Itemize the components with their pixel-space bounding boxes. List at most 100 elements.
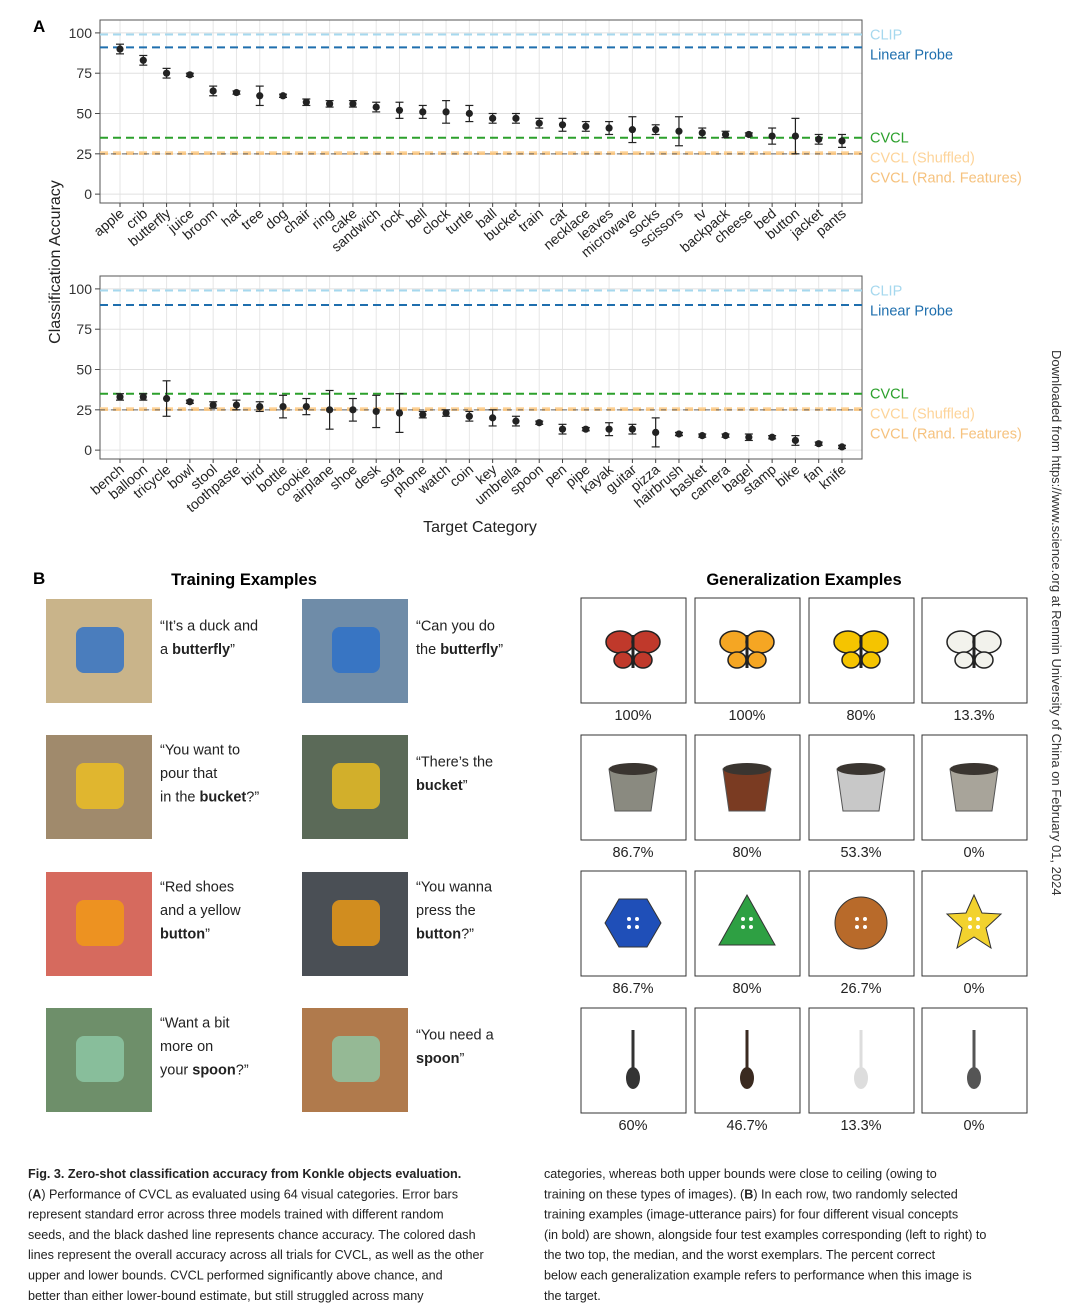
icon [722,768,772,812]
icon [633,651,653,669]
icon [741,917,745,921]
point [675,430,683,438]
text-segment: butterfly [440,642,498,658]
text-segment: represent standard error across three mo… [28,1208,444,1222]
text-segment: a [160,642,172,658]
point [605,124,613,132]
quote-line: bucket” [416,778,468,794]
text-segment: “You wanna [416,880,493,896]
point [512,114,520,122]
caption-line: the two top, the median, and the worst e… [544,1248,936,1262]
reference-label: CLIP [870,28,902,44]
quote-line: “You need a [416,1027,495,1043]
reference-label: CVCL (Shuffled) [870,407,975,423]
quote-line: “Want a bit [160,1016,230,1032]
icon [605,630,635,654]
text-segment: ) Performance of CVCL as evaluated using… [41,1187,458,1201]
percent-correct: 60% [618,1118,647,1134]
text-segment: training examples (image-utterance pairs… [544,1208,958,1222]
point [419,108,427,116]
plot-frame [99,19,863,204]
icon [604,898,662,948]
icon [833,630,863,654]
point [209,87,217,95]
icon [954,651,974,669]
point [302,402,310,411]
icon [608,768,658,812]
caption-line: Fig. 3. Zero-shot classification accurac… [28,1167,461,1181]
text-segment: spoon [416,1051,460,1067]
text-segment: “You want to [160,743,240,759]
point [302,98,310,106]
point [791,132,800,140]
training-photo-detail [76,763,124,809]
y-axis-label: Classification Accuracy [47,180,64,344]
percent-correct: 13.3% [840,1118,881,1134]
icon [741,925,745,929]
point [349,406,357,414]
percent-correct: 80% [732,845,761,861]
text-segment: B [744,1187,753,1201]
icon [631,630,661,654]
x-tick-label: turtle [442,205,476,237]
text-segment: more on [160,1039,213,1055]
generalization-title: Generalization Examples [706,571,901,589]
text-segment: “It’s a duck and [160,618,258,634]
text-segment: (in bold) are shown, alongside four test… [544,1228,986,1242]
point [209,401,217,409]
percent-correct: 86.7% [612,981,653,997]
point [395,106,404,114]
x-tick-label: bike [772,461,802,490]
text-segment: “There’s the [416,754,493,770]
text-segment: ) In each row, two randomly selected [753,1187,957,1201]
icon [727,651,747,669]
icon [740,1067,754,1089]
panel-label: B [33,569,45,588]
percent-correct: 80% [732,981,761,997]
caption-line: represent standard error across three mo… [28,1208,444,1222]
point [489,114,497,122]
point [815,135,823,143]
icon [747,651,767,669]
quote-line: “Red shoes [160,880,234,896]
point [582,122,590,131]
icon [855,917,859,921]
quote-line: more on [160,1039,213,1055]
icon [749,917,753,921]
icon [854,1067,868,1089]
y-tick-label: 75 [76,321,92,337]
point [162,69,171,77]
training-photo-detail [76,627,124,673]
panel-label: A [33,17,45,36]
icon [749,925,753,929]
training-photo-detail [332,627,380,673]
icon [863,917,867,921]
point [186,398,194,406]
text-segment: below each generalization example refers… [544,1269,972,1283]
download-note: Downloaded from https://www.science.org … [1049,350,1064,896]
icon [972,630,1002,654]
point [232,88,241,97]
caption-line: better than either lower-bound estimate,… [28,1289,424,1303]
x-tick-label: apple [90,205,127,239]
point [256,92,264,100]
reference-label: CVCL (Rand. Features) [870,171,1022,187]
reference-label: Linear Probe [870,48,953,64]
icon [950,763,998,775]
icon [635,917,639,921]
quote-line: “You wanna [416,880,493,896]
icon [745,630,775,654]
text-segment: button [160,927,205,943]
plot-area [100,20,862,203]
text-segment: “Red shoes [160,880,234,896]
icon [861,651,881,669]
point [116,45,124,53]
quote-line: spoon” [416,1051,465,1067]
text-segment: pour that [160,766,217,782]
text-segment: categories, whereas both upper bounds we… [544,1167,937,1181]
reference-label: CVCL [870,131,909,147]
reference-label: CVCL (Shuffled) [870,151,975,167]
reference-label: CLIP [870,284,902,300]
training-photo-detail [332,763,380,809]
